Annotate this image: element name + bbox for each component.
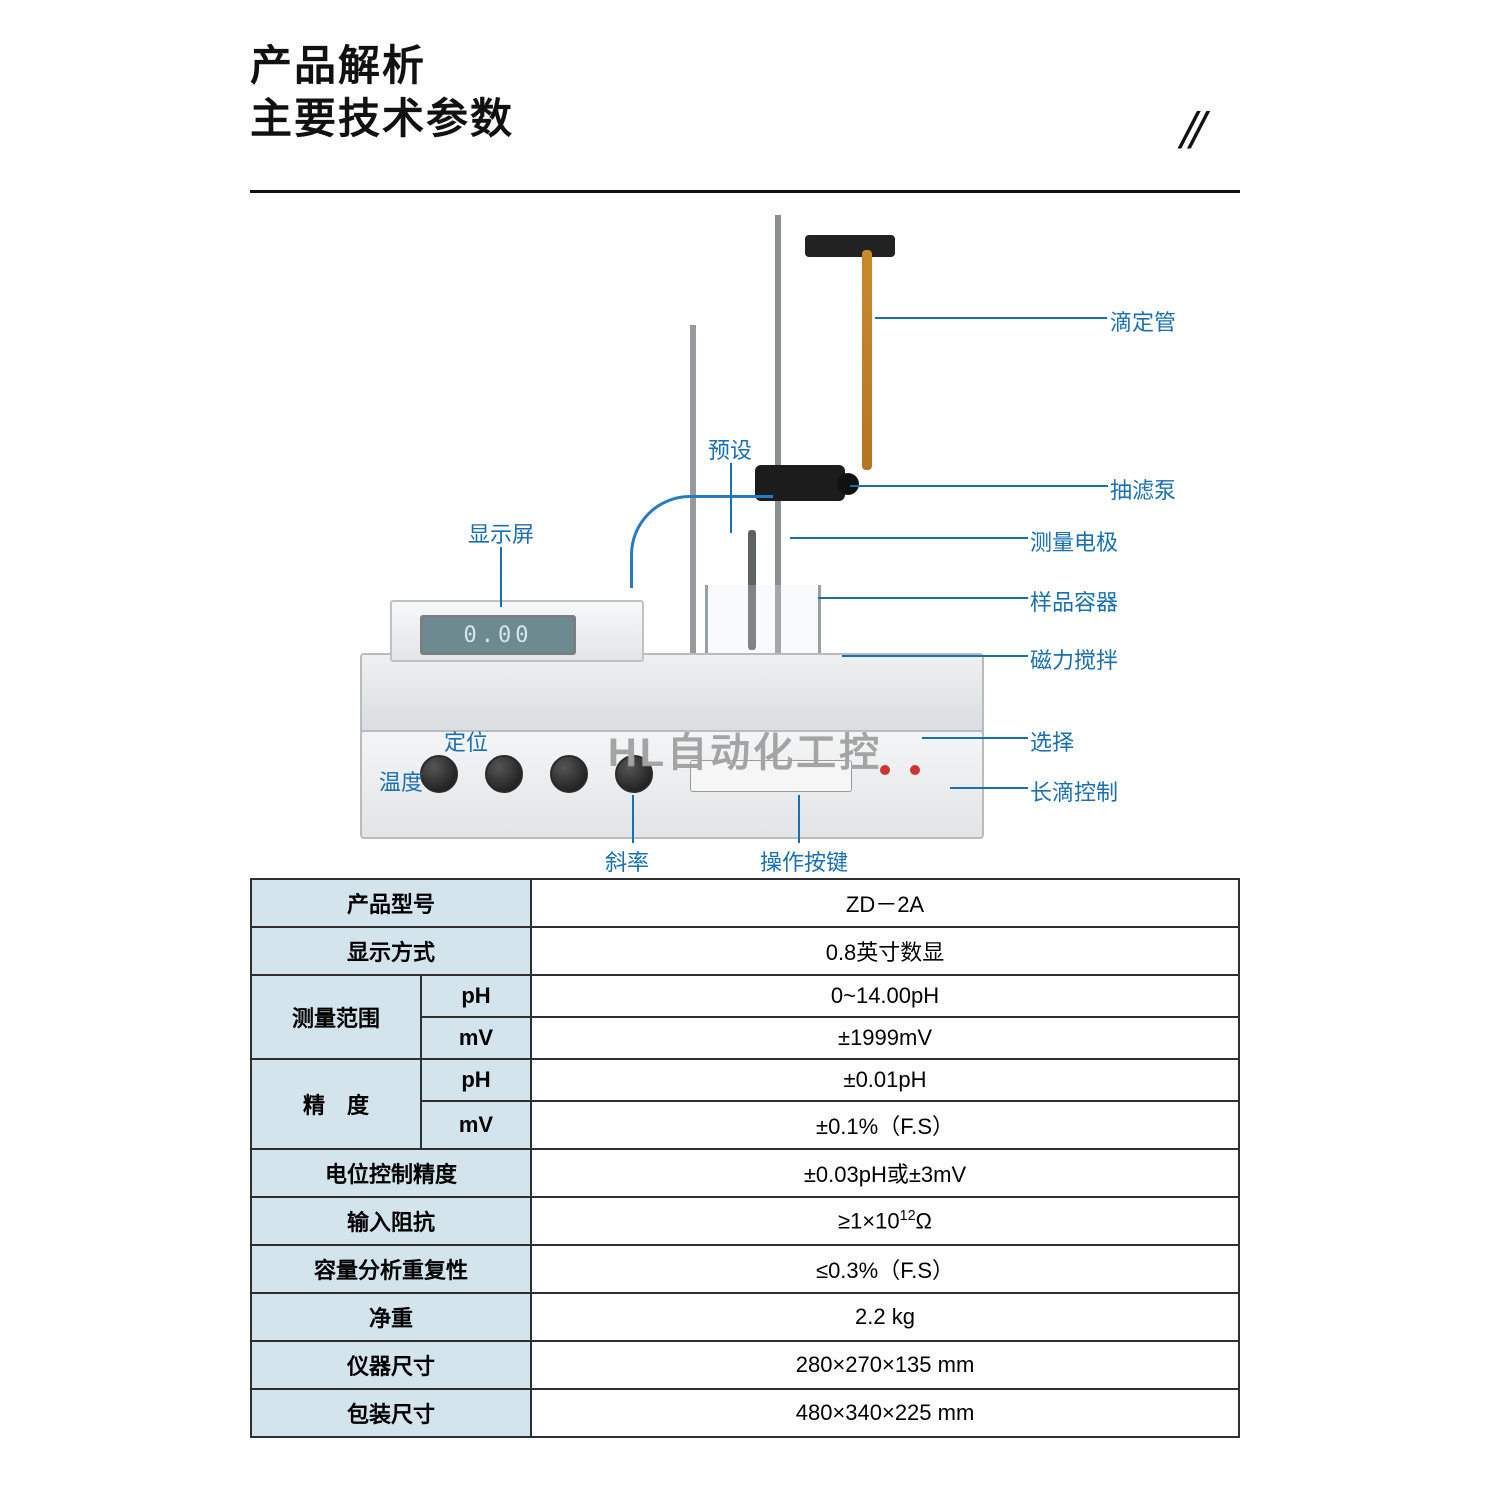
- title-line-1: 产品解析: [250, 40, 1240, 93]
- table-row: 容量分析重复性≤0.3%（F.S）: [251, 1245, 1239, 1293]
- spec-label: 仪器尺寸: [251, 1341, 531, 1389]
- leader-line: [798, 795, 800, 843]
- led-2-icon: [910, 765, 920, 775]
- callout-position: 定位: [428, 725, 488, 757]
- callout-stirrer: 磁力搅拌: [1030, 643, 1118, 675]
- table-row: 测量范围pH0~14.00pH: [251, 975, 1239, 1017]
- spec-label: 测量范围: [251, 975, 421, 1059]
- knob-temp: [485, 755, 523, 793]
- leader-line: [842, 655, 1028, 657]
- spec-label: 输入阻抗: [251, 1197, 531, 1245]
- callout-preset: 预设: [708, 433, 752, 465]
- leader-line: [950, 787, 1028, 789]
- button-row-icon: [690, 760, 852, 792]
- leader-line: [818, 597, 1028, 599]
- title-slashes: //: [1181, 98, 1200, 162]
- spec-label: 显示方式: [251, 927, 531, 975]
- spec-label: 净重: [251, 1293, 531, 1341]
- spec-value: ±0.1%（F.S）: [531, 1101, 1239, 1149]
- table-row: 显示方式0.8英寸数显: [251, 927, 1239, 975]
- spec-value: 480×340×225 mm: [531, 1389, 1239, 1437]
- title-rule: [250, 190, 1240, 193]
- callout-display: 显示屏: [468, 517, 534, 549]
- spec-value: ±0.03pH或±3mV: [531, 1149, 1239, 1197]
- title-line-2: 主要技术参数: [250, 93, 1240, 146]
- table-row: 净重2.2 kg: [251, 1293, 1239, 1341]
- leader-line: [632, 795, 634, 843]
- table-row: 输入阻抗≥1×1012Ω: [251, 1197, 1239, 1245]
- spec-value: ≥1×1012Ω: [531, 1197, 1239, 1245]
- lcd-display: 0.00: [420, 615, 576, 655]
- table-row: 精 度pH±0.01pH: [251, 1059, 1239, 1101]
- spec-label: 容量分析重复性: [251, 1245, 531, 1293]
- spec-sublabel: mV: [421, 1101, 531, 1149]
- callout-longdrop: 长滴控制: [1030, 775, 1118, 807]
- spec-value: 0~14.00pH: [531, 975, 1239, 1017]
- led-1-icon: [880, 765, 890, 775]
- spec-table: 产品型号ZD－2A显示方式0.8英寸数显测量范围pH0~14.00pHmV±19…: [250, 878, 1240, 1438]
- page: 产品解析 主要技术参数 // 0.00 滴定管 抽滤泵 测量电极 样品容器: [250, 40, 1240, 145]
- spec-value: 2.2 kg: [531, 1293, 1239, 1341]
- table-row: 仪器尺寸280×270×135 mm: [251, 1341, 1239, 1389]
- spec-value: 0.8英寸数显: [531, 927, 1239, 975]
- callout-pump: 抽滤泵: [1110, 473, 1176, 505]
- page-title: 产品解析 主要技术参数: [250, 40, 1240, 145]
- callout-select: 选择: [1030, 725, 1074, 757]
- product-diagram: 0.00 滴定管 抽滤泵 测量电极 样品容器 磁力搅拌 选择 长滴控制 预设 显…: [250, 195, 1240, 865]
- leader-line: [500, 547, 502, 607]
- knob-preset: [615, 755, 653, 793]
- spec-sublabel: pH: [421, 975, 531, 1017]
- callout-slope: 斜率: [605, 845, 649, 877]
- spec-table-wrap: 产品型号ZD－2A显示方式0.8英寸数显测量范围pH0~14.00pHmV±19…: [250, 878, 1240, 1438]
- table-row: 产品型号ZD－2A: [251, 879, 1239, 927]
- callout-vessel: 样品容器: [1030, 585, 1118, 617]
- spec-value: ±0.01pH: [531, 1059, 1239, 1101]
- table-row: 包装尺寸480×340×225 mm: [251, 1389, 1239, 1437]
- spec-value: 280×270×135 mm: [531, 1341, 1239, 1389]
- burette-icon: [862, 250, 872, 470]
- spec-label: 产品型号: [251, 879, 531, 927]
- spec-sublabel: pH: [421, 1059, 531, 1101]
- leader-line: [922, 737, 1028, 739]
- clamp-icon: [805, 235, 895, 257]
- spec-value: ≤0.3%（F.S）: [531, 1245, 1239, 1293]
- knob-slope: [550, 755, 588, 793]
- callout-burette: 滴定管: [1110, 305, 1176, 337]
- spec-value: ZD－2A: [531, 879, 1239, 927]
- spec-label: 包装尺寸: [251, 1389, 531, 1437]
- spec-sublabel: mV: [421, 1017, 531, 1059]
- leader-line: [850, 485, 1108, 487]
- spec-value: ±1999mV: [531, 1017, 1239, 1059]
- spec-label: 电位控制精度: [251, 1149, 531, 1197]
- callout-electrode: 测量电极: [1030, 525, 1118, 557]
- callout-keys: 操作按键: [760, 845, 848, 877]
- leader-line: [875, 317, 1107, 319]
- callout-temp: 温度: [363, 765, 423, 797]
- knob-position: [420, 755, 458, 793]
- spec-label: 精 度: [251, 1059, 421, 1149]
- leader-line: [790, 537, 1028, 539]
- leader-line: [730, 463, 732, 533]
- table-row: 电位控制精度±0.03pH或±3mV: [251, 1149, 1239, 1197]
